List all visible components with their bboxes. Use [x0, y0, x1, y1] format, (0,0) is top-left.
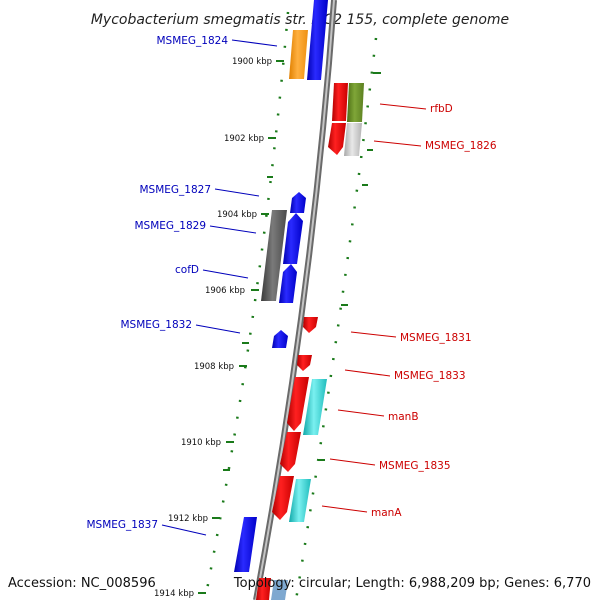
gene-red-1836[interactable] [272, 476, 294, 520]
gene-msmeg-1835[interactable] [280, 432, 301, 472]
reverse-strand-genes [256, 83, 364, 600]
gene-blue-partial[interactable] [271, 580, 288, 600]
label-msmeg-1833[interactable]: MSMEG_1833 [394, 370, 466, 382]
label-msmeg-1835[interactable]: MSMEG_1835 [379, 460, 451, 472]
right-gene-labels: rfbD MSMEG_1826 MSMEG_1831 MSMEG_1833 ma… [321, 103, 497, 519]
gene-manb[interactable] [303, 379, 327, 435]
left-gene-labels: MSMEG_1824 MSMEG_1827 MSMEG_1829 cofD MS… [86, 35, 278, 536]
gene-msmeg-1826[interactable] [344, 123, 362, 156]
label-msmeg-1827[interactable]: MSMEG_1827 [139, 184, 211, 196]
label-rfbd[interactable]: rfbD [430, 103, 453, 115]
gene-msmeg-1833[interactable] [297, 355, 312, 371]
tick-label-1910: 1910 kbp [181, 438, 221, 448]
label-msmeg-1832[interactable]: MSMEG_1832 [120, 319, 192, 331]
tick-label-1912: 1912 kbp [168, 514, 208, 524]
label-msmeg-1837[interactable]: MSMEG_1837 [86, 519, 158, 531]
gene-msmeg-1827[interactable] [290, 192, 306, 213]
tick-label-1914: 1914 kbp [154, 589, 194, 599]
gene-msmeg-1828[interactable] [261, 210, 287, 301]
gene-msmeg-1837[interactable] [234, 517, 257, 572]
label-manb[interactable]: manB [388, 411, 419, 423]
tick-label-1908: 1908 kbp [194, 362, 234, 372]
label-msmeg-1826[interactable]: MSMEG_1826 [425, 140, 497, 152]
topology-text: Topology: circular; Length: 6,988,209 bp… [233, 576, 591, 591]
label-msmeg-1831[interactable]: MSMEG_1831 [400, 332, 472, 344]
forward-strand-genes [234, 0, 328, 572]
tick-label-1906: 1906 kbp [205, 286, 245, 296]
gene-red-partial[interactable] [256, 578, 271, 600]
gc-content-marks [203, 11, 381, 600]
tick-scale: 1900 kbp 1902 kbp 1904 kbp 1906 kbp 1908… [154, 57, 284, 599]
gene-cofd[interactable] [279, 264, 297, 303]
gene-red-1825b[interactable] [328, 123, 346, 155]
label-msmeg-1829[interactable]: MSMEG_1829 [134, 220, 206, 232]
gene-msmeg-1824[interactable] [289, 30, 308, 79]
accession-text: Accession: NC_008596 [8, 576, 156, 591]
label-mana[interactable]: manA [371, 507, 402, 519]
label-cofd[interactable]: cofD [175, 264, 199, 276]
gene-rfbd[interactable] [347, 83, 364, 122]
map-title: Mycobacterium smegmatis str. MC2 155, co… [91, 12, 509, 28]
gene-red-1825[interactable] [332, 83, 348, 121]
gene-msmeg-1829[interactable] [283, 213, 303, 264]
tick-label-1900: 1900 kbp [232, 57, 272, 67]
gene-msmeg-1823[interactable] [307, 0, 328, 80]
gene-msmeg-1832[interactable] [272, 330, 288, 348]
gene-mana[interactable] [289, 479, 311, 522]
gene-red-1834[interactable] [287, 377, 309, 431]
tick-label-1904: 1904 kbp [217, 210, 257, 220]
tick-label-1902: 1902 kbp [224, 134, 264, 144]
label-msmeg-1824[interactable]: MSMEG_1824 [156, 35, 228, 47]
gene-msmeg-1831[interactable] [303, 317, 318, 333]
